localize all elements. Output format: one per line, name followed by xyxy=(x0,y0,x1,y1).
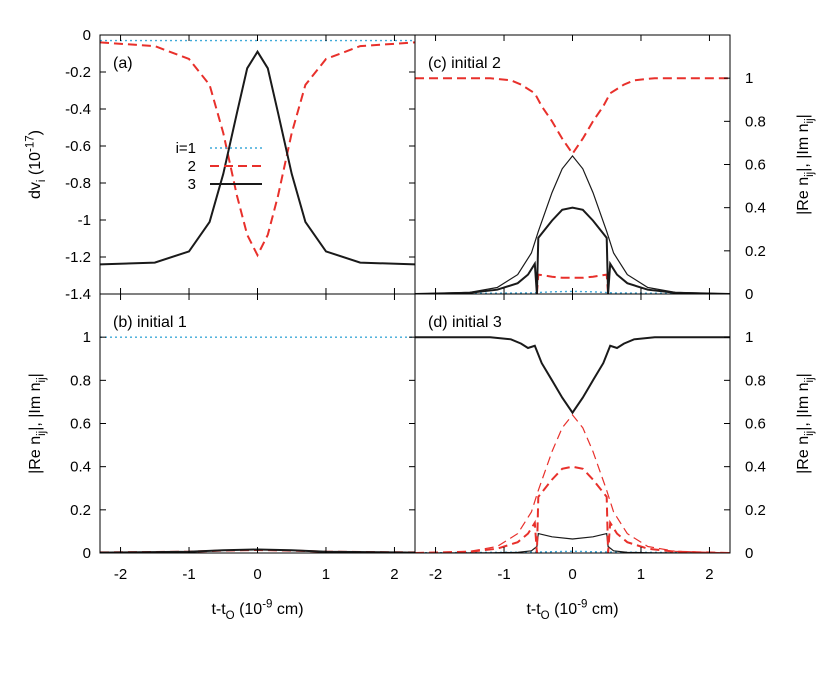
legend-label: 3 xyxy=(188,176,196,193)
ytick-label-b: 0.8 xyxy=(70,372,91,389)
xtick-label-d: -2 xyxy=(429,566,442,583)
series-d-0 xyxy=(415,336,730,415)
ytick-label-d: 0.8 xyxy=(745,372,766,389)
panel-tag-a: (a) xyxy=(113,55,133,72)
panel-tag-d: (d) initial 3 xyxy=(428,314,502,331)
ytick-label-a: -0.4 xyxy=(65,101,91,118)
frame-b xyxy=(99,293,416,554)
ytick-label-d: 0.2 xyxy=(745,502,766,519)
ytick-label-b: 1 xyxy=(83,329,91,346)
xtick-label-d: 0 xyxy=(568,566,576,583)
series-a-2 xyxy=(100,49,415,266)
ytick-label-d: 0 xyxy=(745,545,753,562)
series-c-3 xyxy=(415,206,730,294)
ylabel-c: |Re nij​|, |Im nij​| xyxy=(795,114,816,215)
legend-label: i=1 xyxy=(176,140,196,157)
series-c-1 xyxy=(415,290,730,294)
xtick-label-b: 0 xyxy=(253,566,261,583)
xtick-label-d: 1 xyxy=(637,566,645,583)
series-a-1 xyxy=(100,41,415,258)
series-c-4 xyxy=(415,154,730,294)
ytick-label-a: -0.2 xyxy=(65,64,91,81)
ytick-label-a: -1.4 xyxy=(65,286,91,303)
ytick-label-a: 0 xyxy=(83,27,91,44)
ytick-label-d: 0.6 xyxy=(745,416,766,433)
ylabel-b: |Re nij​|, |Im nij​| xyxy=(27,373,48,474)
xlabel-b: t-tO​ (10-9​ cm) xyxy=(211,599,303,622)
frames-layer xyxy=(99,34,731,554)
series-d-3 xyxy=(415,465,730,553)
ytick-label-c: 0.4 xyxy=(745,200,766,217)
xtick-label-d: -1 xyxy=(497,566,510,583)
ylabel-a: dvi​ (10-17​) xyxy=(25,130,48,199)
ytick-label-a: -1.2 xyxy=(65,249,91,266)
ytick-label-b: 0.2 xyxy=(70,502,91,519)
ytick-label-b: 0 xyxy=(83,545,91,562)
ytick-label-c: 0.8 xyxy=(745,113,766,130)
xtick-label-b: 1 xyxy=(322,566,330,583)
frame-c xyxy=(414,34,731,295)
series-d-2 xyxy=(415,532,730,553)
ytick-label-c: 0 xyxy=(745,286,753,303)
ytick-label-a: -0.8 xyxy=(65,175,91,192)
xtick-label-d: 2 xyxy=(705,566,713,583)
frame-d xyxy=(414,293,731,554)
xtick-label-b: -2 xyxy=(114,566,127,583)
series-d-4 xyxy=(415,413,730,553)
ytick-label-c: 0.2 xyxy=(745,243,766,260)
ylabel-d: |Re nij​|, |Im nij​| xyxy=(795,373,816,474)
xtick-label-b: -1 xyxy=(182,566,195,583)
xlabel-d: t-tO​ (10-9​ cm) xyxy=(526,599,618,622)
ytick-label-b: 0.4 xyxy=(70,459,91,476)
xtick-label-b: 2 xyxy=(390,566,398,583)
series-c-0 xyxy=(415,77,730,156)
ytick-label-d: 0.4 xyxy=(745,459,766,476)
ytick-label-b: 0.6 xyxy=(70,416,91,433)
labels-layer: 0 -0.2 -0.4 -0.6 -0.8 -1 -1.2 -1.4 (a) dvi​ (10-1… xyxy=(25,27,816,622)
legend-label: 2 xyxy=(188,158,196,175)
ytick-label-a: -1 xyxy=(78,212,91,229)
panel-tag-b: (b) initial 1 xyxy=(113,314,187,331)
ytick-label-d: 1 xyxy=(745,329,753,346)
panel-tag-c: (c) initial 2 xyxy=(428,55,501,72)
ytick-label-c: 1 xyxy=(745,70,753,87)
ytick-label-c: 0.6 xyxy=(745,157,766,174)
ytick-label-a: -0.6 xyxy=(65,138,91,155)
